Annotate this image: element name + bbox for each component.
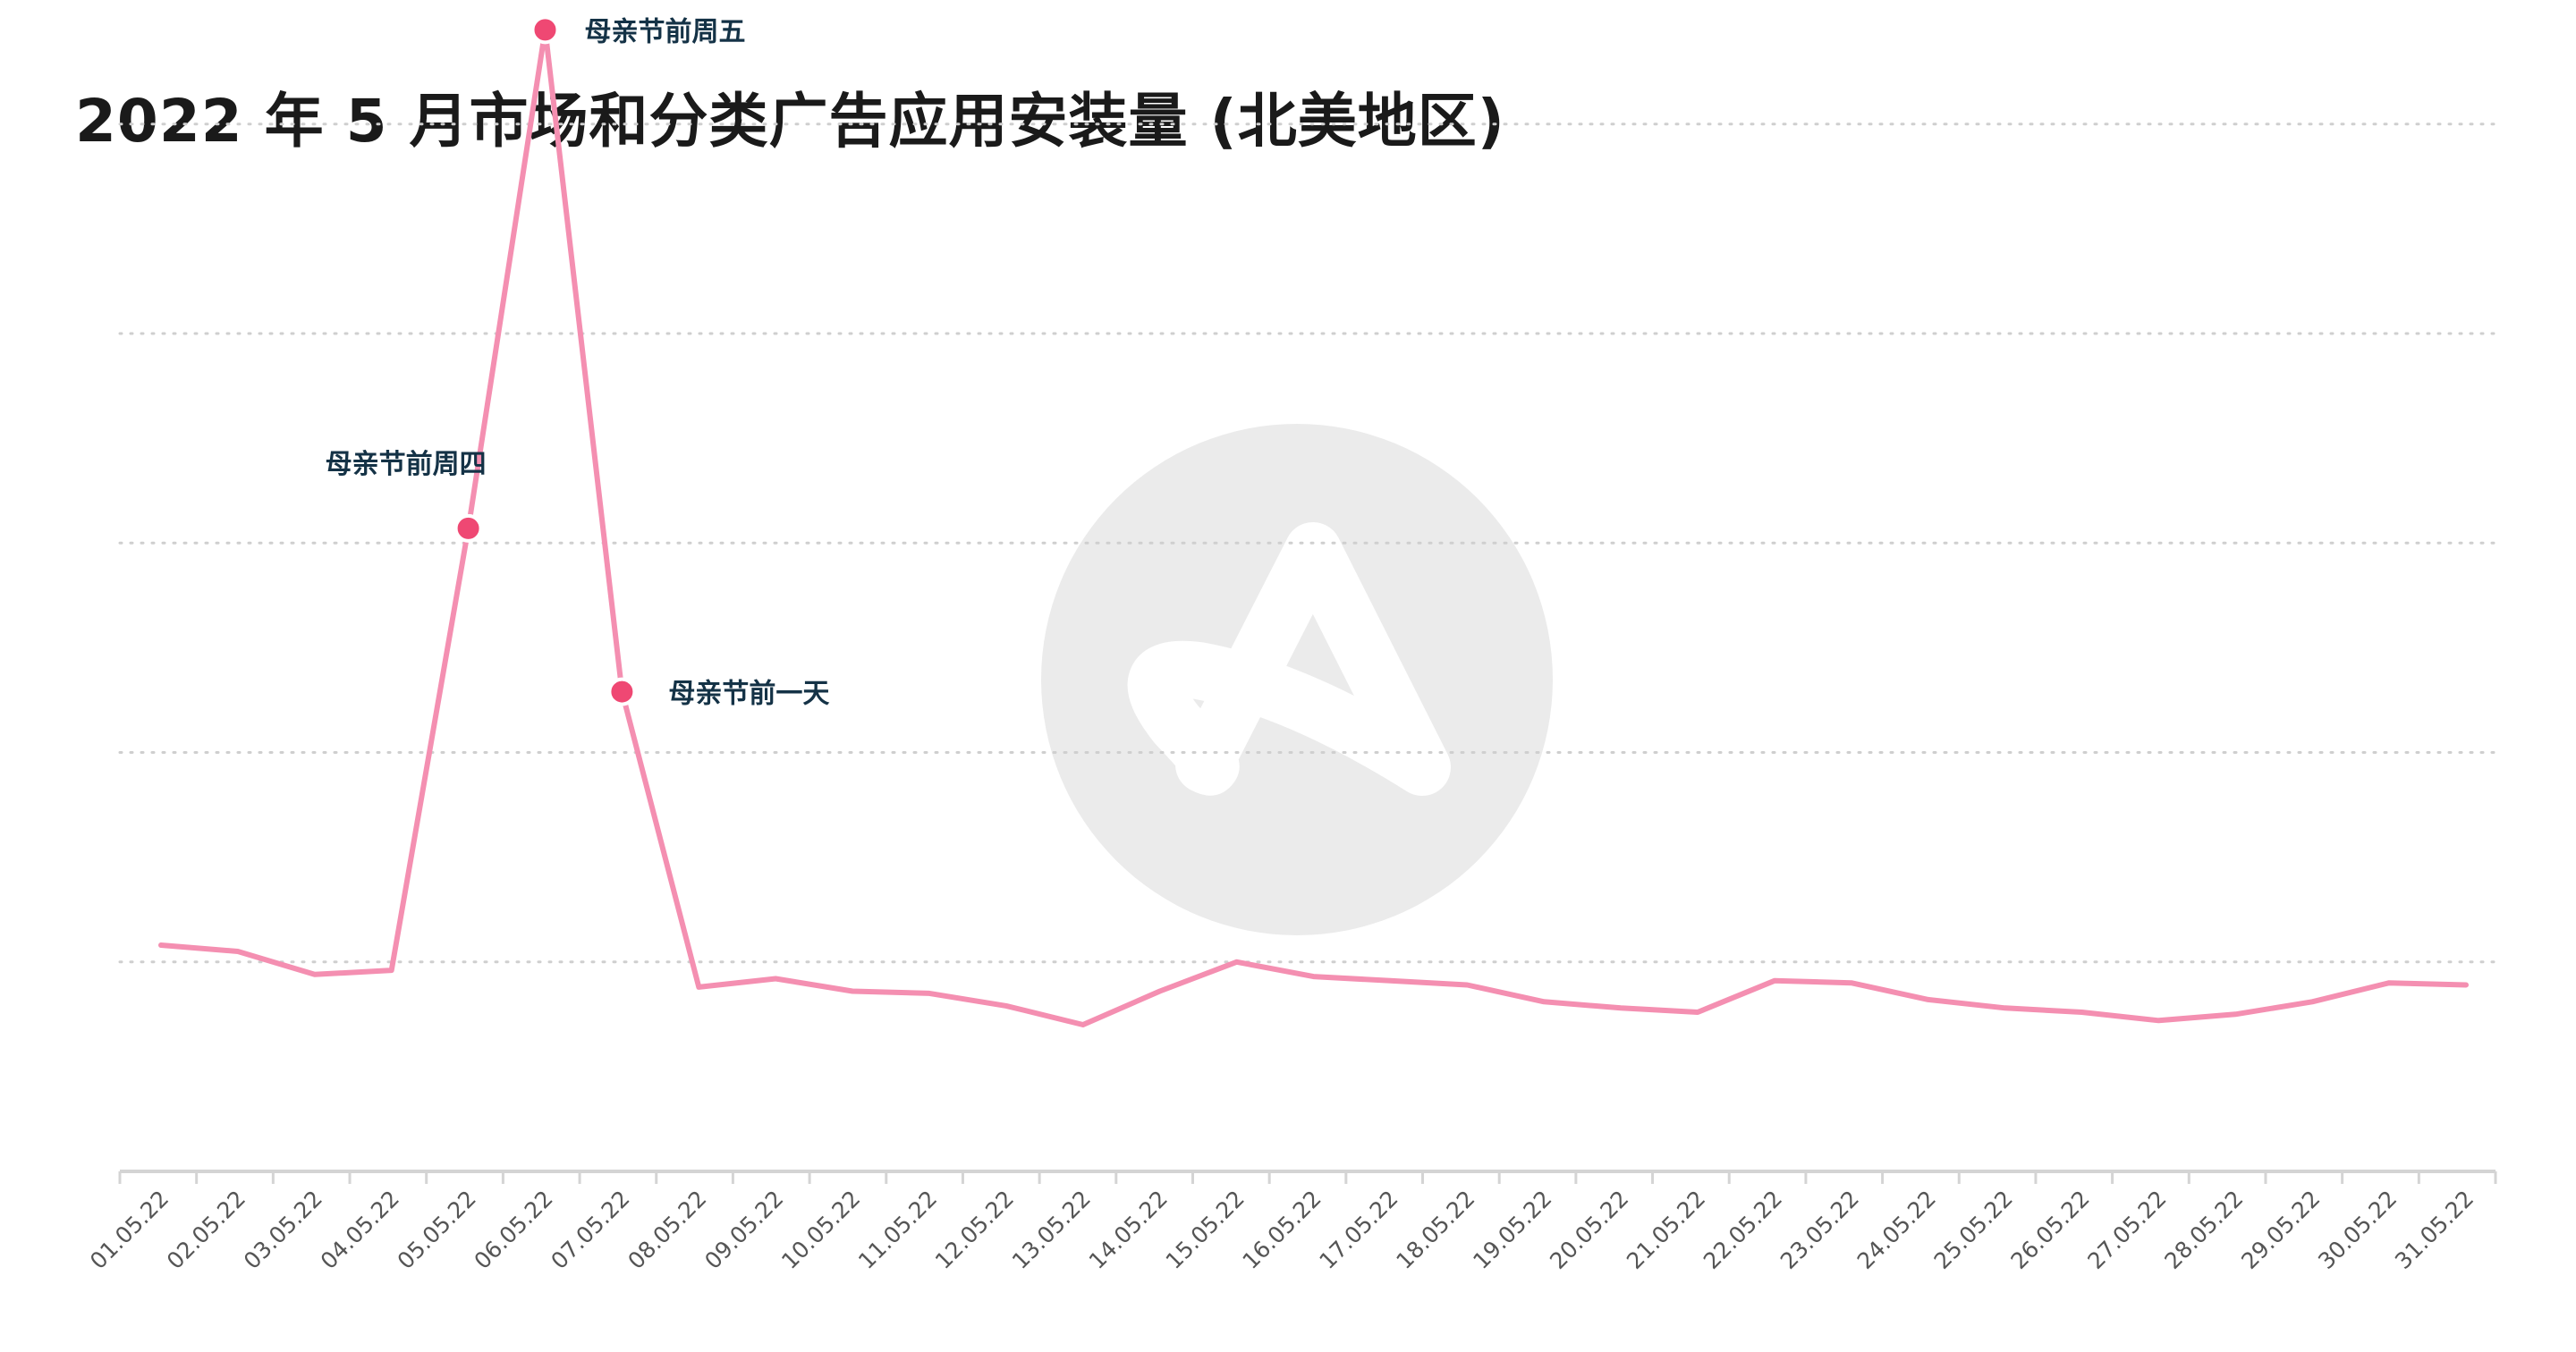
grid-lines <box>118 123 2497 964</box>
x-tick-label: 06.05.22 <box>470 1186 558 1274</box>
x-tick-label: 01.05.22 <box>85 1186 174 1274</box>
x-tick-label: 31.05.22 <box>2390 1186 2479 1274</box>
x-tick-label: 25.05.22 <box>1929 1186 2018 1274</box>
x-tick-label: 15.05.22 <box>1161 1186 1250 1274</box>
annotation-point <box>607 677 637 706</box>
x-tick-label: 24.05.22 <box>1852 1186 1941 1274</box>
x-tick-label: 29.05.22 <box>2236 1186 2325 1274</box>
x-tick-label: 11.05.22 <box>853 1186 942 1274</box>
x-tick-label: 09.05.22 <box>699 1186 788 1274</box>
x-tick-label: 04.05.22 <box>316 1186 404 1274</box>
x-tick-label: 20.05.22 <box>1545 1186 1633 1274</box>
x-tick-label: 02.05.22 <box>162 1186 250 1274</box>
x-tick-label: 05.05.22 <box>393 1186 481 1274</box>
x-tick-label: 23.05.22 <box>1775 1186 1864 1274</box>
x-tick-label: 27.05.22 <box>2082 1186 2171 1274</box>
annotation-label: 母亲节前一天 <box>668 679 829 710</box>
x-tick-label: 16.05.22 <box>1238 1186 1326 1274</box>
x-tick-label: 07.05.22 <box>546 1186 634 1274</box>
x-tick-label: 03.05.22 <box>239 1186 327 1274</box>
x-tick-label: 14.05.22 <box>1084 1186 1173 1274</box>
x-tick-label: 28.05.22 <box>2159 1186 2248 1274</box>
x-tick-label: 12.05.22 <box>930 1186 1019 1274</box>
x-tick-label: 26.05.22 <box>2006 1186 2095 1274</box>
x-tick-label: 22.05.22 <box>1699 1186 1787 1274</box>
annotation-label: 母亲节前周四 <box>326 449 487 480</box>
annotation-label: 母亲节前周五 <box>585 16 746 47</box>
x-tick-label: 18.05.22 <box>1391 1186 1479 1274</box>
x-tick-label: 10.05.22 <box>776 1186 865 1274</box>
chart-title: 2022 年 5 月市场和分类广告应用安装量 (北美地区) <box>75 87 1505 156</box>
watermark-logo <box>1041 424 1553 935</box>
x-axis: 01.05.2202.05.2203.05.2204.05.2205.05.22… <box>85 1170 2497 1274</box>
x-tick-label: 08.05.22 <box>623 1186 711 1274</box>
x-tick-label: 13.05.22 <box>1007 1186 1096 1274</box>
annotation-point <box>530 15 560 45</box>
x-tick-label: 19.05.22 <box>1468 1186 1556 1274</box>
x-tick-label: 21.05.22 <box>1622 1186 1710 1274</box>
x-tick-label: 30.05.22 <box>2313 1186 2402 1274</box>
x-tick-label: 17.05.22 <box>1314 1186 1402 1274</box>
annotation-point <box>453 513 483 543</box>
